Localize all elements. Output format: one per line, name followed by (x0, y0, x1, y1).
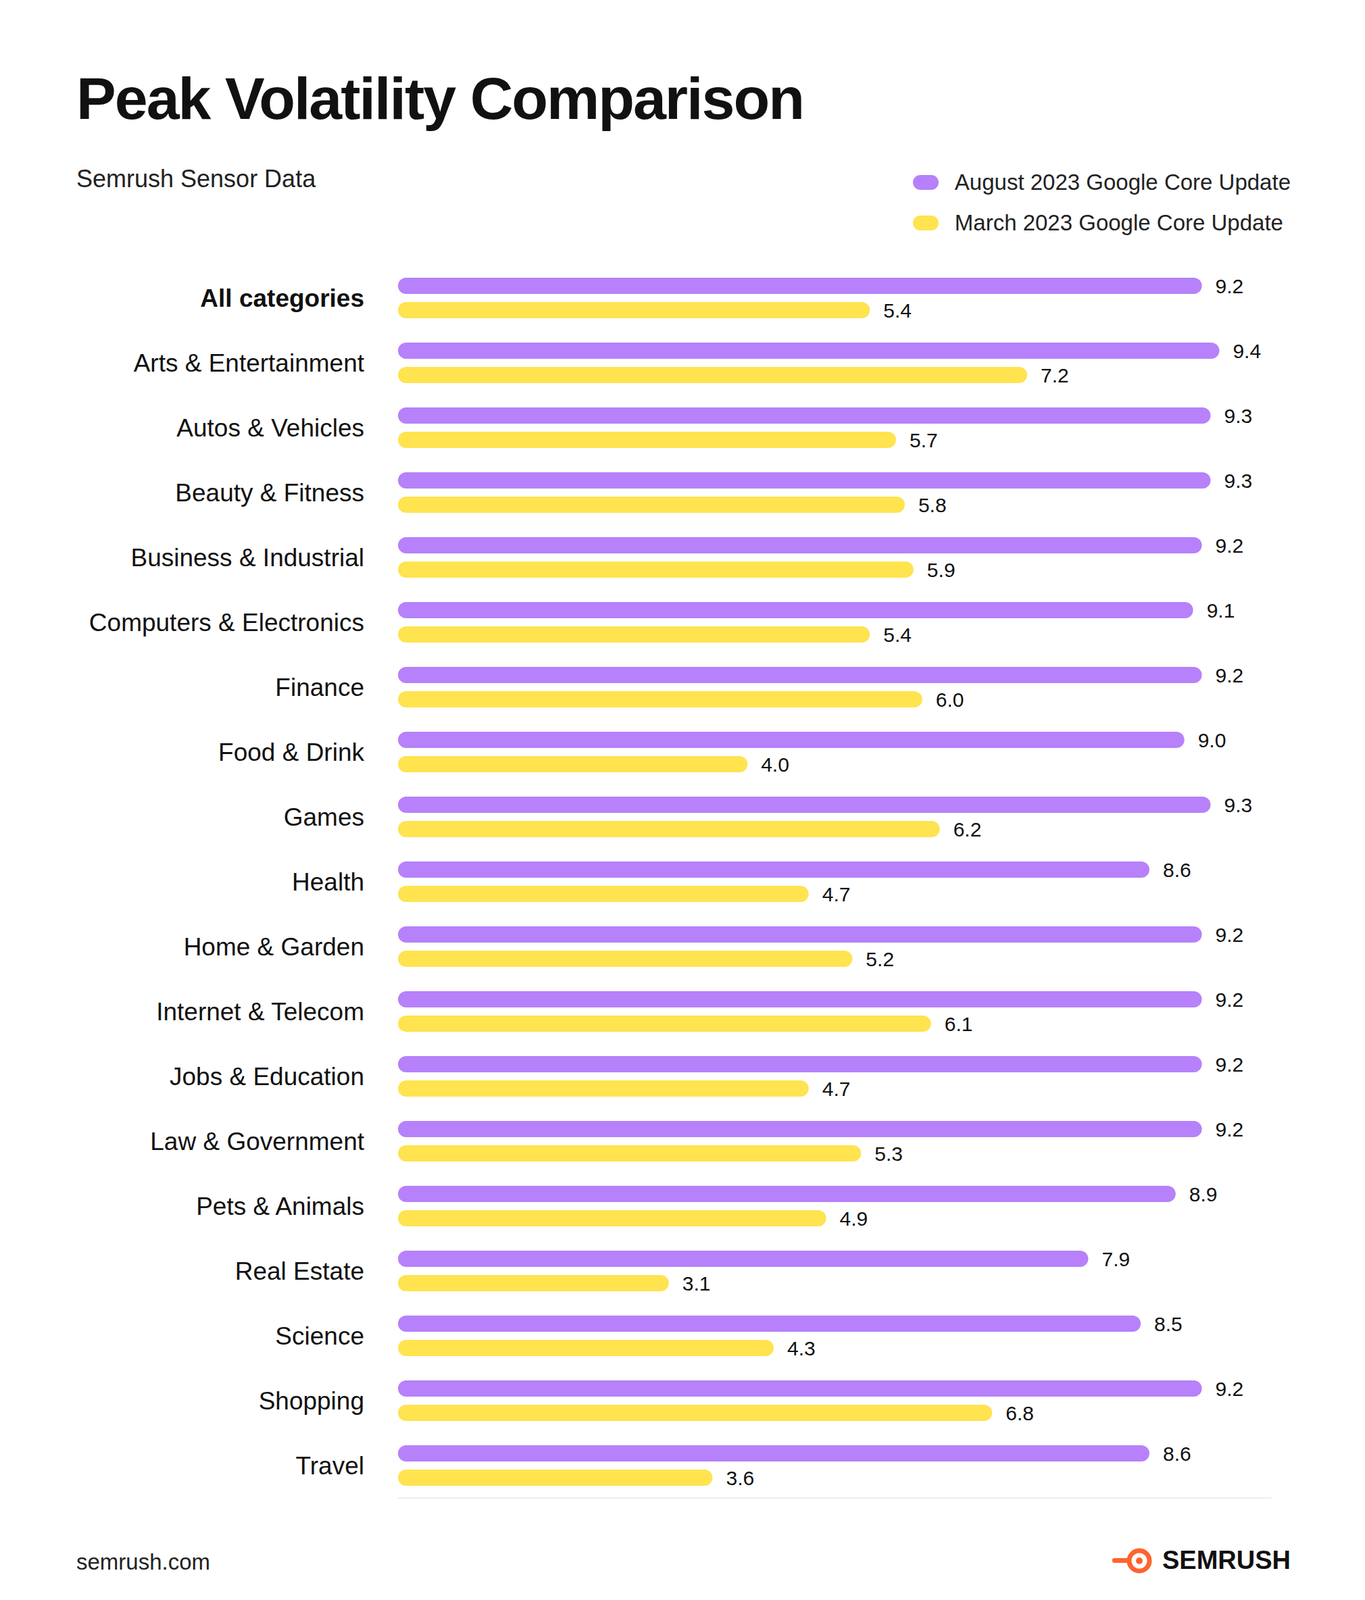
svg-text:4.9: 4.9 (839, 1207, 869, 1230)
svg-text:9.2: 9.2 (1215, 664, 1245, 687)
svg-text:9.0: 9.0 (1198, 729, 1227, 752)
svg-text:Real Estate: Real Estate (235, 1257, 365, 1286)
svg-text:Shopping: Shopping (258, 1387, 365, 1416)
svg-text:5.3: 5.3 (874, 1142, 903, 1165)
svg-text:4.3: 4.3 (787, 1337, 816, 1360)
svg-text:4.7: 4.7 (822, 1077, 851, 1101)
svg-text:8.6: 8.6 (1162, 1442, 1192, 1466)
svg-text:3.6: 3.6 (725, 1467, 755, 1490)
svg-text:8.6: 8.6 (1162, 858, 1192, 882)
svg-text:Health: Health (291, 868, 365, 897)
svg-text:Home & Garden: Home & Garden (183, 933, 365, 961)
svg-text:9.3: 9.3 (1223, 469, 1253, 492)
svg-text:5.9: 5.9 (927, 558, 956, 582)
svg-text:5.7: 5.7 (909, 429, 938, 452)
svg-text:8.9: 8.9 (1189, 1183, 1218, 1206)
svg-text:9.2: 9.2 (1215, 988, 1245, 1011)
svg-text:All categories: All categories (200, 284, 365, 313)
html-text:August 2023 Google Core Update: August 2023 Google Core Update (954, 169, 1291, 195)
svg-text:Arts & Entertainment: Arts & Entertainment (133, 349, 365, 378)
svg-text:9.2: 9.2 (1215, 1118, 1245, 1141)
svg-text:4.7: 4.7 (822, 883, 851, 906)
svg-text:Autos & Vehicles: Autos & Vehicles (176, 414, 365, 442)
html-text:Peak Volatility Comparison: Peak Volatility Comparison (76, 64, 804, 132)
svg-text:Business & Industrial: Business & Industrial (130, 543, 365, 572)
svg-text:6.8: 6.8 (1005, 1402, 1034, 1425)
svg-text:9.3: 9.3 (1223, 404, 1253, 428)
svg-text:Games: Games (283, 803, 365, 832)
svg-text:5.4: 5.4 (883, 623, 912, 647)
svg-text:7.9: 7.9 (1101, 1248, 1130, 1271)
svg-text:7.2: 7.2 (1040, 364, 1070, 387)
svg-text:Finance: Finance (275, 673, 365, 702)
svg-text:3.1: 3.1 (682, 1272, 711, 1295)
svg-text:4.0: 4.0 (760, 753, 790, 776)
svg-text:6.2: 6.2 (953, 818, 982, 841)
svg-text:Beauty & Fitness: Beauty & Fitness (175, 479, 365, 507)
svg-text:9.2: 9.2 (1215, 1053, 1245, 1076)
html-text:SEMRUSH: SEMRUSH (1162, 1546, 1291, 1575)
svg-text:9.1: 9.1 (1206, 599, 1236, 622)
svg-text:8.5: 8.5 (1154, 1312, 1183, 1336)
svg-text:Law & Government: Law & Government (150, 1127, 365, 1156)
svg-text:6.1: 6.1 (944, 1012, 974, 1036)
svg-text:Jobs & Education: Jobs & Education (169, 1062, 365, 1091)
svg-text:Computers & Electronics: Computers & Electronics (89, 608, 365, 637)
svg-text:9.2: 9.2 (1215, 1377, 1245, 1401)
svg-text:9.2: 9.2 (1215, 923, 1245, 947)
svg-text:Pets & Animals: Pets & Animals (195, 1192, 365, 1221)
svg-text:Science: Science (275, 1322, 365, 1351)
html-text:semrush.com: semrush.com (76, 1549, 211, 1575)
svg-text:5.8: 5.8 (918, 493, 947, 517)
svg-text:9.3: 9.3 (1223, 793, 1253, 817)
svg-text:5.2: 5.2 (865, 948, 895, 971)
svg-text:Travel: Travel (295, 1452, 365, 1480)
svg-text:9.2: 9.2 (1215, 534, 1245, 557)
svg-text:5.4: 5.4 (883, 299, 912, 322)
svg-text:9.4: 9.4 (1232, 339, 1261, 363)
svg-text:Internet & Telecom: Internet & Telecom (156, 998, 365, 1026)
svg-text:6.0: 6.0 (935, 688, 965, 711)
html-text:March 2023 Google Core Update: March 2023 Google Core Update (954, 210, 1284, 236)
svg-text:9.2: 9.2 (1215, 275, 1245, 298)
html-text:Semrush Sensor Data: Semrush Sensor Data (76, 164, 316, 193)
svg-text:Food & Drink: Food & Drink (218, 738, 365, 767)
